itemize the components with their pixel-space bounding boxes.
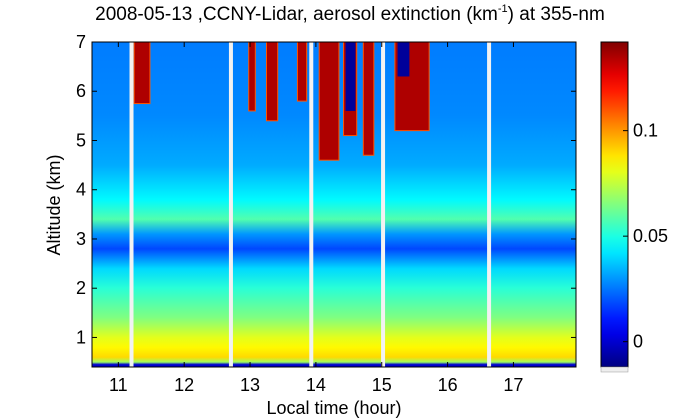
colorbar-underflow (600, 366, 629, 373)
data-gap (228, 42, 233, 367)
x-axis-label: Local time (hour) (266, 398, 401, 418)
y-tick-label: 6 (76, 81, 86, 101)
cloud-event (266, 41, 279, 122)
y-axis-label: Altitude (km) (44, 154, 64, 255)
cloud-event (248, 41, 256, 112)
x-tick-label: 12 (174, 375, 194, 395)
x-tick-label: 16 (438, 375, 458, 395)
colorbar-tick-label: 0.05 (633, 226, 668, 246)
y-tick-label: 2 (76, 278, 86, 298)
cloud-event (133, 41, 151, 105)
heatmap-area (92, 41, 576, 367)
cloud-event (296, 41, 308, 102)
x-tick-label: 11 (109, 375, 128, 395)
plot-axes (91, 41, 577, 368)
attenuated-region (397, 42, 410, 77)
data-gap (309, 42, 314, 367)
y-tick-label: 3 (76, 229, 86, 249)
y-tick-label: 7 (76, 32, 86, 52)
attenuated-region (345, 42, 356, 111)
colorbar-tick-label: 0 (633, 332, 643, 352)
data-gap (129, 42, 134, 367)
cloud-event (362, 41, 375, 156)
data-gap (487, 42, 492, 367)
x-axis-ticks: 11 12 13 14 15 16 17 (109, 42, 523, 395)
y-tick-label: 4 (76, 180, 86, 200)
cloud-event (318, 41, 340, 161)
colorbar (600, 41, 629, 373)
y-tick-label: 1 (76, 327, 86, 347)
y-tick-label: 5 (76, 130, 86, 150)
colorbar-tick-label: 0.1 (633, 121, 658, 141)
x-tick-label: 17 (503, 375, 523, 395)
x-tick-label: 15 (372, 375, 392, 395)
chart-title: 2008-05-13 ,CCNY-Lidar, aerosol extincti… (95, 3, 605, 25)
colorbar-gradient (600, 41, 629, 368)
x-tick-label: 13 (240, 375, 260, 395)
colorbar-ticks: 0 0.05 0.1 (623, 121, 668, 352)
x-tick-label: 14 (306, 375, 326, 395)
y-axis-ticks: 1 2 3 4 5 6 7 (76, 32, 576, 347)
data-gap (381, 42, 386, 367)
